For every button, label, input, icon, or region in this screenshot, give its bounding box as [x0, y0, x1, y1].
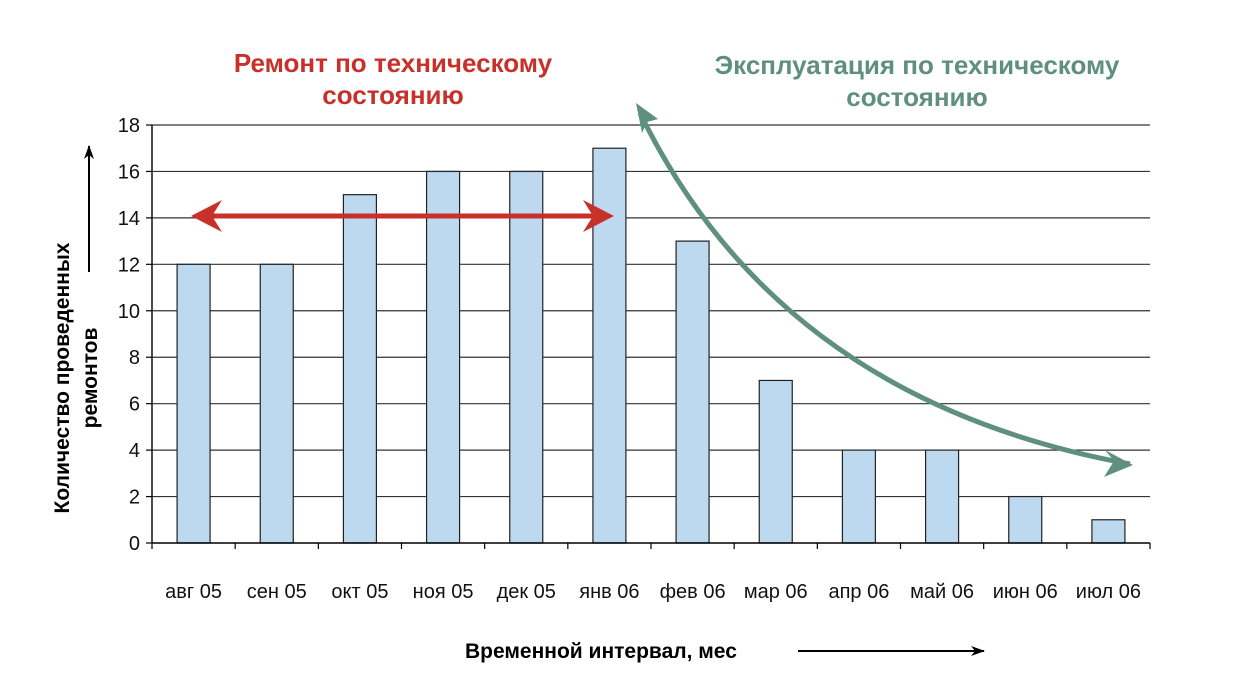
y-tick-label: 16 [118, 161, 140, 183]
x-tick-labels: авг 05 сен 05 окт 05 ноя 05 дек 05 янв 06 фев … [165, 581, 1141, 603]
x-tick-label: сен 05 [247, 581, 307, 603]
red-double-arrow [191, 200, 614, 232]
x-tick-label: ноя 05 [413, 581, 474, 603]
bar-7 [675, 240, 710, 544]
gridlines [152, 124, 1150, 498]
bar-10 [924, 449, 960, 544]
axes [146, 124, 1151, 549]
y-axis-title-line1: Количество проведенных [51, 242, 74, 513]
y-tick-label: 18 [118, 115, 140, 137]
x-tick-label: июн 06 [993, 581, 1058, 603]
bars [176, 147, 1126, 544]
bar-1 [176, 263, 211, 544]
green-curved-arrow [636, 103, 1133, 477]
y-tick-label: 2 [129, 487, 140, 509]
x-tick-label: авг 05 [165, 581, 222, 603]
y-axis-title-line2: ремонтов [79, 328, 102, 429]
bar-2 [259, 263, 294, 544]
bar-5 [509, 170, 544, 544]
annotation-right-line1: Эксплуатация по техническому [715, 50, 1120, 80]
x-tick-label: янв 06 [579, 581, 639, 603]
y-tick-label: 8 [129, 347, 140, 369]
y-tick-labels: 0 2 4 6 8 10 12 14 16 18 [118, 115, 140, 555]
x-tick-label: окт 05 [331, 581, 388, 603]
annotation-left-line2: состоянию [322, 80, 463, 110]
x-tick-label: мар 06 [744, 581, 808, 603]
bar-12 [1091, 519, 1126, 544]
annotation-right-line2: состоянию [846, 82, 987, 112]
annotation-left-line1: Ремонт по техническому [234, 48, 553, 78]
bar-9 [841, 449, 877, 544]
bar-8 [758, 379, 793, 544]
x-tick-label: апр 06 [828, 581, 889, 603]
y-tick-label: 14 [118, 208, 140, 230]
x-tick-label: фев 06 [660, 581, 726, 603]
y-tick-label: 10 [118, 301, 140, 323]
bar-11 [1008, 495, 1043, 544]
y-tick-label: 4 [129, 440, 140, 462]
y-tick-label: 0 [129, 533, 140, 555]
bar-3 [342, 194, 378, 544]
x-tick-label: июл 06 [1076, 581, 1141, 603]
x-tick-label: дек 05 [497, 581, 556, 603]
bar-6 [592, 147, 627, 544]
bar-4 [425, 170, 461, 544]
x-tick-label: май 06 [910, 581, 974, 603]
x-axis-title: Временной интервал, мес [465, 640, 737, 663]
y-tick-label: 6 [129, 394, 140, 416]
y-tick-label: 12 [118, 254, 140, 276]
